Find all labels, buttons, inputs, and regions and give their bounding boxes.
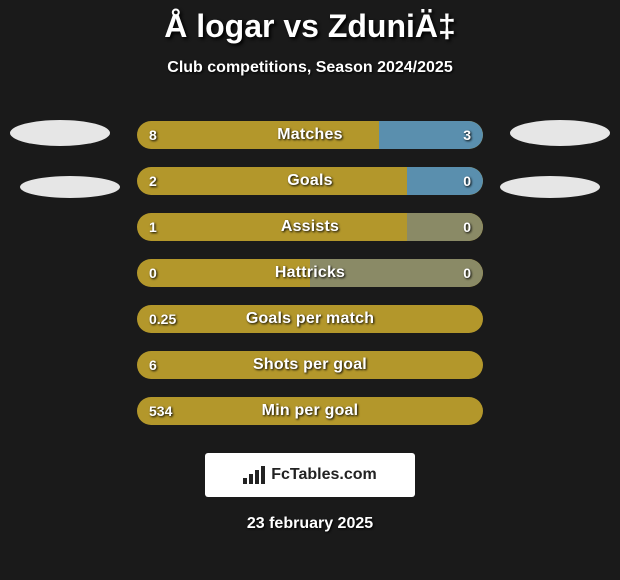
stat-label: Matches xyxy=(137,126,483,144)
stat-row-assists: 1 Assists 0 xyxy=(137,213,483,241)
stat-right-value: 0 xyxy=(463,219,471,235)
stat-label: Goals xyxy=(137,172,483,190)
stat-label: Hattricks xyxy=(137,264,483,282)
stat-row-matches: 8 Matches 3 xyxy=(137,121,483,149)
stats-list: 8 Matches 3 2 Goals 0 1 Assists 0 0 Hatt… xyxy=(0,121,620,425)
stat-row-min-per-goal: 534 Min per goal xyxy=(137,397,483,425)
stat-label: Assists xyxy=(137,218,483,236)
stat-right-value: 0 xyxy=(463,173,471,189)
chart-icon xyxy=(243,466,265,484)
stat-row-shots-per-goal: 6 Shots per goal xyxy=(137,351,483,379)
stat-row-hattricks: 0 Hattricks 0 xyxy=(137,259,483,287)
stat-label: Shots per goal xyxy=(137,356,483,374)
page-subtitle: Club competitions, Season 2024/2025 xyxy=(0,59,620,77)
footer-date: 23 february 2025 xyxy=(0,515,620,533)
stat-row-goals-per-match: 0.25 Goals per match xyxy=(137,305,483,333)
stat-label: Goals per match xyxy=(137,310,483,328)
comparison-card: Å logar vs ZduniÄ‡ Club competitions, Se… xyxy=(0,0,620,533)
fctables-logo[interactable]: FcTables.com xyxy=(205,453,415,497)
stat-row-goals: 2 Goals 0 xyxy=(137,167,483,195)
logo-text: FcTables.com xyxy=(271,466,377,484)
page-title: Å logar vs ZduniÄ‡ xyxy=(0,8,620,45)
stat-right-value: 3 xyxy=(463,127,471,143)
stat-label: Min per goal xyxy=(137,402,483,420)
stat-right-value: 0 xyxy=(463,265,471,281)
